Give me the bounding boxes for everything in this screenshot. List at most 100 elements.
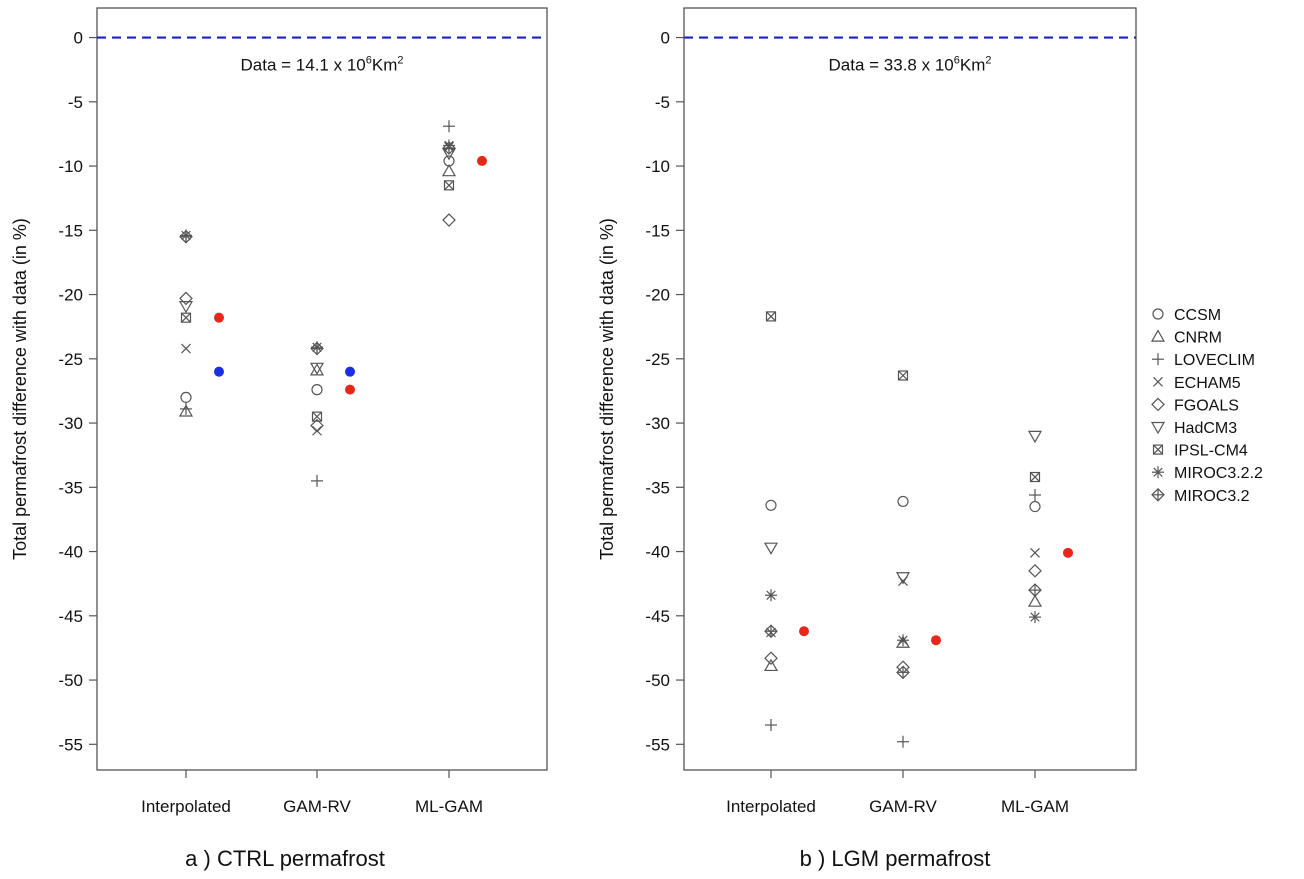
marker-ccsm xyxy=(311,384,323,396)
marker-cnrm xyxy=(178,404,194,417)
legend-label: ECHAM5 xyxy=(1174,375,1241,392)
marker-miroc3-2-2 xyxy=(897,634,909,647)
y-tick-label: -10 xyxy=(645,157,670,176)
y-tick-label: -40 xyxy=(645,543,670,562)
x-tick-label: ML-GAM xyxy=(1001,797,1069,816)
ensemble-point-red xyxy=(799,626,809,637)
marker-miroc3-2 xyxy=(1028,583,1042,597)
marker-loveclim xyxy=(311,474,323,487)
marker-cnrm xyxy=(763,658,779,672)
y-tick-label: -45 xyxy=(645,607,670,626)
marker-miroc3-2-2 xyxy=(765,589,777,602)
legend-label: CCSM xyxy=(1174,307,1221,324)
marker-echam5 xyxy=(1030,547,1040,558)
marker-loveclim xyxy=(765,719,777,732)
y-tick-label: -10 xyxy=(58,157,83,176)
marker-echam5 xyxy=(181,343,191,354)
marker-miroc3-2 xyxy=(442,141,456,155)
marker-ccsm xyxy=(180,391,192,403)
data-annotation: Data = 33.8 x 106Km2 xyxy=(829,55,992,75)
marker-fgoals xyxy=(1028,563,1042,578)
y-tick-label: -25 xyxy=(58,350,83,369)
y-tick-label: -55 xyxy=(645,735,670,754)
marker-ccsm xyxy=(1029,500,1041,513)
y-tick-label: -15 xyxy=(58,221,83,240)
y-tick-label: -55 xyxy=(58,735,83,754)
legend-label: IPSL-CM4 xyxy=(1174,443,1248,460)
y-tick-label: -50 xyxy=(645,671,670,690)
marker-cnrm xyxy=(441,163,457,177)
legend-marker xyxy=(1152,466,1164,479)
ensemble-point-blue xyxy=(345,366,355,377)
y-tick-label: -20 xyxy=(645,286,670,305)
marker-ipsl-cm4 xyxy=(765,311,777,322)
marker-ccsm xyxy=(765,499,777,511)
ensemble-point-red xyxy=(345,384,355,395)
x-tick-label: ML-GAM xyxy=(415,797,483,816)
y-tick-label: -5 xyxy=(68,93,83,112)
y-tick-label: -35 xyxy=(645,478,670,497)
ensemble-point-red xyxy=(477,155,487,166)
marker-loveclim xyxy=(1029,489,1041,502)
marker-ipsl-cm4 xyxy=(443,180,455,191)
y-tick-label: -50 xyxy=(58,671,83,690)
ensemble-point-red xyxy=(214,312,224,323)
legend-marker xyxy=(1152,308,1164,320)
x-tick-label: GAM-RV xyxy=(283,797,351,816)
y-tick-label: -20 xyxy=(58,286,83,305)
ensemble-point-blue xyxy=(214,366,224,377)
legend-marker xyxy=(1150,421,1166,435)
y-tick-label: -45 xyxy=(58,607,83,626)
marker-fgoals xyxy=(310,418,324,433)
x-tick-label: Interpolated xyxy=(141,797,231,816)
marker-fgoals xyxy=(442,213,456,227)
marker-hadcm3 xyxy=(178,301,194,314)
marker-loveclim xyxy=(897,735,909,748)
marker-echam5 xyxy=(312,425,322,436)
x-tick-label: Interpolated xyxy=(726,797,816,816)
y-tick-label: -5 xyxy=(655,93,670,112)
marker-hadcm3 xyxy=(763,542,779,555)
marker-hadcm3 xyxy=(309,362,325,376)
marker-miroc3-2 xyxy=(179,229,193,244)
legend-marker xyxy=(1150,329,1166,342)
marker-miroc3-2 xyxy=(896,665,910,680)
x-tick-label: GAM-RV xyxy=(869,797,937,816)
marker-fgoals xyxy=(764,651,778,666)
legend: CCSM CNRM LOVECLIM ECHAM5 FGOALS HadCM3 IPSL-C… xyxy=(1150,307,1263,505)
legend-marker xyxy=(1152,353,1164,366)
legend-label: LOVECLIM xyxy=(1174,352,1255,369)
marker-cnrm xyxy=(1027,594,1043,607)
marker-miroc3-2-2 xyxy=(1029,611,1041,624)
y-tick-label: -35 xyxy=(58,478,83,497)
ensemble-point-red xyxy=(931,635,941,646)
legend-label: MIROC3.2.2 xyxy=(1174,465,1263,482)
y-axis-label: Total permafrost difference with data (i… xyxy=(597,218,617,560)
legend-label: HadCM3 xyxy=(1174,420,1237,437)
y-tick-label: 0 xyxy=(661,29,670,48)
y-tick-label: -30 xyxy=(58,414,83,433)
legend-label: CNRM xyxy=(1174,330,1222,347)
panel-a: 0 -5 -10 -15 -20 -25 -30 -35 -40 -45 -50 -55 Interpo… xyxy=(10,7,548,871)
legend-marker xyxy=(1152,444,1164,455)
marker-loveclim xyxy=(443,120,455,133)
marker-ipsl-cm4 xyxy=(1029,471,1041,483)
marker-miroc3-2 xyxy=(310,341,324,356)
marker-ccsm xyxy=(897,495,909,508)
panel-caption: a ) CTRL permafrost xyxy=(185,846,385,871)
y-tick-label: -30 xyxy=(645,414,670,433)
marker-hadcm3 xyxy=(1027,430,1043,444)
marker-hadcm3 xyxy=(895,572,911,585)
legend-label: FGOALS xyxy=(1174,397,1239,414)
y-axis-label: Total permafrost difference with data (i… xyxy=(10,218,30,560)
ensemble-point-red xyxy=(1063,547,1073,558)
marker-ipsl-cm4 xyxy=(897,370,909,381)
y-tick-label: -25 xyxy=(645,350,670,369)
plot-frame xyxy=(683,7,1137,771)
marker-loveclim xyxy=(180,402,192,415)
marker-fgoals xyxy=(179,291,193,306)
marker-miroc3-2 xyxy=(764,624,778,639)
plot-frame xyxy=(96,7,548,771)
